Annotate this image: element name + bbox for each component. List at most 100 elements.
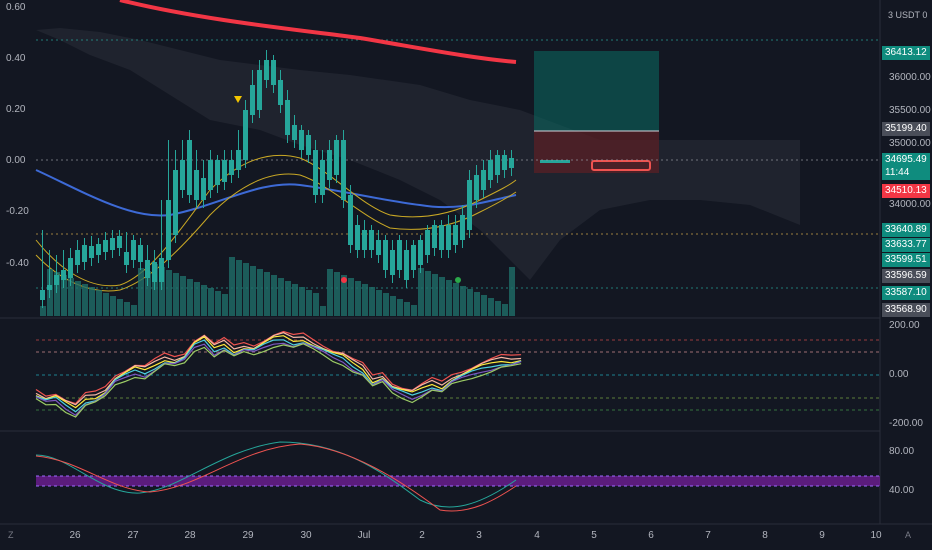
candle (299, 130, 304, 150)
volume-bar (145, 271, 151, 316)
candle (362, 230, 367, 250)
left-axis-tick: 0.00 (6, 155, 26, 166)
volume-bar (327, 269, 333, 316)
x-tick: Jul (357, 530, 371, 541)
price-badge: 33633.77 (882, 238, 930, 252)
x-tick: 10 (870, 530, 882, 541)
wave-line (35, 330, 522, 405)
x-tick: 6 (648, 530, 654, 541)
candle (124, 252, 129, 265)
volume-bar (138, 268, 144, 316)
stoch-band (36, 476, 880, 486)
volume-bar (334, 272, 340, 316)
x-tick: 2 (419, 530, 425, 541)
volume-bar (460, 286, 466, 316)
countdown-badge: 11:44 (882, 166, 930, 180)
volume-bar (264, 272, 270, 316)
x-tick: 4 (534, 530, 540, 541)
volume-bar (306, 290, 312, 316)
price-badge: 35199.40 (882, 122, 930, 136)
position-stop-box (534, 131, 659, 173)
sell-marker (234, 96, 242, 103)
candle (229, 160, 234, 175)
wave-oscillator (35, 330, 522, 418)
currency-label: 3 USDT 0 (888, 10, 928, 20)
candle (418, 240, 423, 265)
price-badge: 33587.10 (882, 286, 930, 300)
volume-bar (75, 281, 81, 316)
volume-bar (341, 275, 347, 316)
volume-bar (425, 271, 431, 316)
x-tick: 27 (127, 530, 139, 541)
x-tick: 29 (242, 530, 254, 541)
candles (40, 50, 514, 308)
candle (54, 275, 59, 285)
panel2-tick: 0.00 (889, 369, 909, 380)
left-axis-tick: -0.20 (6, 206, 29, 217)
stoch-d-line (35, 443, 517, 512)
candle (432, 225, 437, 248)
candle (404, 250, 409, 280)
stoch-k-line (35, 441, 517, 508)
candle (474, 175, 479, 200)
right-axis-tick: 35000.00 (889, 138, 931, 149)
candle (257, 70, 262, 110)
volume-bar (488, 298, 494, 316)
volume-bar (222, 294, 228, 316)
candle (236, 150, 241, 170)
candle (502, 155, 507, 170)
candle (96, 244, 101, 255)
left-axis-tick: 0.60 (6, 2, 26, 13)
candle (40, 290, 45, 300)
candle (383, 240, 388, 270)
volume-bar (509, 267, 515, 316)
candle (397, 240, 402, 270)
volume-bar (362, 284, 368, 316)
candle (82, 245, 87, 262)
candle (152, 262, 157, 282)
candle (369, 230, 374, 250)
volume-bar (257, 269, 263, 316)
volume-bar (236, 260, 242, 316)
x-tick: 30 (300, 530, 312, 541)
timezone-button[interactable]: Z (8, 530, 14, 540)
cloud-band (36, 28, 800, 280)
ma-blue-line (35, 169, 517, 217)
candle (110, 238, 115, 250)
panel3-tick: 80.00 (889, 446, 915, 457)
volume-bar (201, 285, 207, 316)
x-tick: 28 (184, 530, 196, 541)
volume-bar (187, 279, 193, 316)
volume-bar (68, 278, 74, 316)
candle (341, 140, 346, 200)
candle (278, 80, 283, 105)
price-badge: 34510.13 (882, 184, 930, 198)
candle (173, 170, 178, 235)
volume-bar (243, 263, 249, 316)
candle (187, 140, 192, 195)
candle (222, 160, 227, 182)
volume-bar (96, 290, 102, 316)
volume-bar (502, 304, 508, 316)
volume-bar (82, 284, 88, 316)
panel2-tick: 200.00 (889, 320, 920, 331)
position-handle (591, 160, 651, 171)
volume-bar (292, 284, 298, 316)
buy-dot (455, 277, 461, 283)
volume-bar (481, 295, 487, 316)
volume-bar (131, 305, 137, 316)
volume-bar (54, 272, 60, 316)
wave-line (35, 343, 522, 418)
candle (495, 155, 500, 175)
price-badge: 33599.51 (882, 253, 930, 267)
left-axis-tick: 0.40 (6, 53, 26, 64)
candle (320, 160, 325, 195)
volume-bar (446, 280, 452, 316)
volume-bar (495, 301, 501, 316)
right-axis-tick: 34000.00 (889, 199, 931, 210)
volume-bar (348, 278, 354, 316)
candle (243, 110, 248, 160)
auto-scale-button[interactable]: A (905, 530, 912, 540)
volume-bar (194, 282, 200, 316)
